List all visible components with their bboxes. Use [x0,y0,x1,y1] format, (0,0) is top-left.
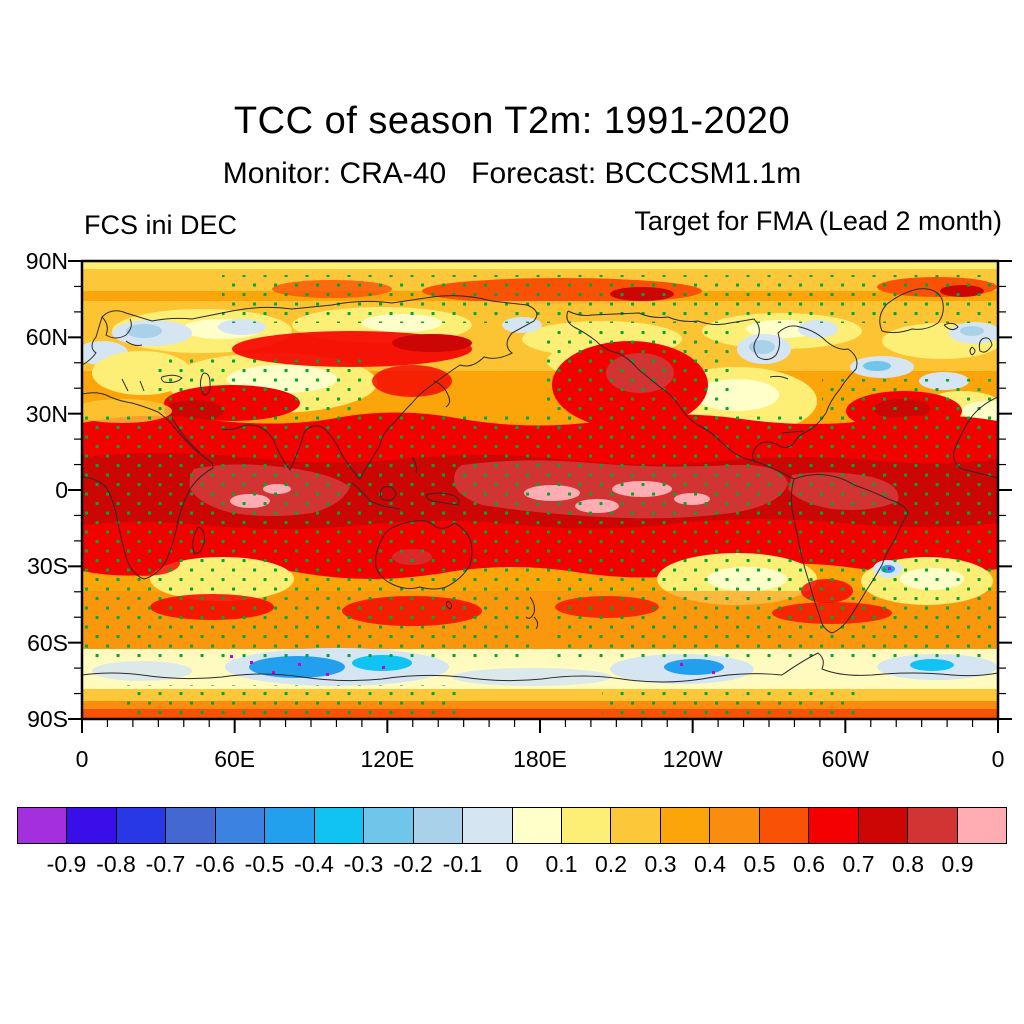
page-title: TCC of season T2m: 1991-2020 [233,100,791,142]
colorbar-cell [511,808,561,843]
colorbar-cell [560,808,611,843]
colorbar-tick-label: 0.8 [892,851,924,877]
negative-stipple [230,567,891,676]
y-tick-label: 0 [55,477,68,503]
colorbar-tick-label: -0.8 [96,851,136,877]
colorbar-cell [363,808,413,843]
colorbar-cell [610,808,660,843]
colorbar-cell [462,808,512,843]
colorbar-labels: -0.9 -0.8 -0.7 -0.6 -0.5 -0.4 -0.3 -0.2 -0.1 0 0.1… [17,851,1007,879]
colorbar-tick-label: 0 [505,851,519,877]
colorbar-cell [758,808,809,843]
colorbar-cell [709,808,759,843]
colorbar-tick-label: -0.1 [442,851,483,877]
colorbar-tick-label: 0.6 [793,851,825,877]
colorbar-tick-label: -0.4 [294,851,334,877]
colorbar-tick-label: -0.7 [145,851,186,877]
colorbar-cell [412,808,463,843]
y-tick-label: 60S [27,629,68,656]
x-tick-label: 60W [821,746,869,772]
x-tick-label: 120E [360,746,415,772]
colorbar-tick-label: 0.2 [595,851,627,877]
target-label: Target for FMA (Lead 2 month) [634,206,1002,236]
map-frame [80,259,1000,721]
colorbar-cell [165,808,215,843]
colorbar-cell [857,808,908,843]
y-tick-label: 60N [25,324,68,351]
colorbar-tick-label: -0.6 [195,851,235,877]
colorbar-cell [313,808,364,843]
map-plot [68,259,1012,733]
colorbar-tick-label: -0.5 [244,851,285,877]
colorbar-tick-label: 0.5 [743,851,776,877]
colorbar-tick-label: 0.7 [842,851,875,877]
contour-field [82,261,998,719]
colorbar-tick-label: -0.3 [343,851,384,877]
colorbar-tick-label: 0.3 [644,851,677,877]
coastlines [82,288,998,683]
y-tick-label: 90S [27,706,68,732]
colorbar-cell [659,808,710,843]
x-tick-label: 0 [75,746,89,772]
x-tick-label: 120W [662,746,723,772]
colorbar-tick-label: 0.4 [694,851,726,877]
colorbar-cell [264,808,314,843]
colorbar-cell [66,808,116,843]
page-subtitle: Monitor: CRA-40 Forecast: BCCCSM1.1m [222,157,802,190]
colorbar-tick-label: 0.9 [941,851,974,877]
y-tick-label: 30N [25,400,68,427]
colorbar [17,807,1007,844]
colorbar-cell [956,808,1007,843]
colorbar-cell [907,808,957,843]
x-tick-label: 60E [214,746,256,772]
x-tick-label: 0 [991,746,1005,772]
colorbar-tick-label: -0.9 [46,851,87,877]
colorbar-cell [18,808,67,843]
colorbar-tick-label: -0.2 [393,851,433,877]
y-tick-label: 30S [27,553,68,580]
colorbar-cell [214,808,265,843]
colorbar-cell [808,808,858,843]
map-panel: 90N 60N 30N 0 30S 60S 90S 0 60E 120E 180E 120W 60W 0 [26,249,1012,771]
y-tick-label: 90N [25,248,68,274]
axis-ticks [68,260,1012,733]
colorbar-cell [115,808,166,843]
x-tick-label: 180E [513,746,567,772]
stipple-overlay [82,275,998,715]
init-label: FCS ini DEC [84,210,238,240]
colorbar-tick-label: 0.1 [545,851,578,877]
